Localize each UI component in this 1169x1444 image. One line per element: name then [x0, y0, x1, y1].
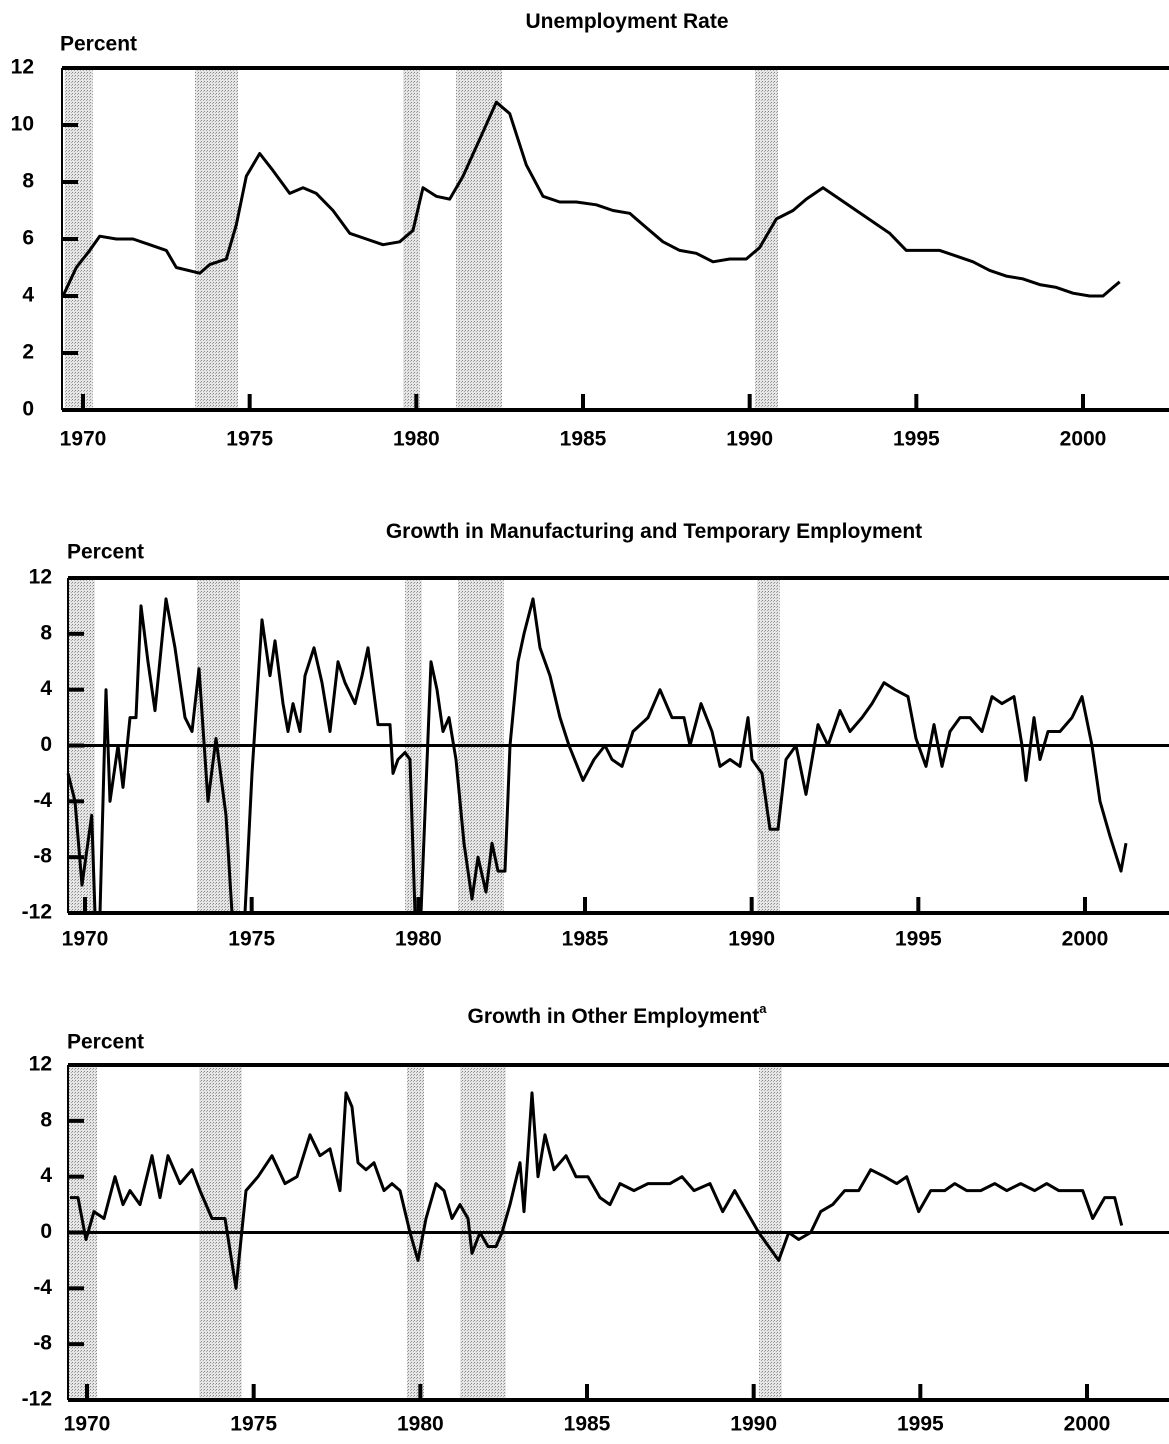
chart: Unemployment Rate Percent 0 2 4 6 8 10 12 1970 197… — [11, 10, 1169, 451]
chart-title-text: Unemployment Rate — [525, 10, 728, 33]
y-tick-label: 4 — [40, 1164, 52, 1187]
y-tick-label: -8 — [33, 845, 52, 868]
y-tick-label: 12 — [29, 1053, 52, 1076]
x-tick-label: 2000 — [1064, 1413, 1111, 1436]
y-tick-label: 0 — [40, 1220, 52, 1243]
y-tick-label: -4 — [33, 1276, 52, 1299]
x-tick-label: 1985 — [562, 928, 609, 951]
y-tick-label: 8 — [40, 1108, 52, 1131]
chart-title: Growth in Other Employmenta — [468, 1001, 768, 1027]
x-tick-label: 2000 — [1062, 928, 1109, 951]
y-tick-label: 12 — [11, 56, 34, 79]
y-tick-label: 6 — [22, 227, 34, 250]
x-tick-label: 1980 — [395, 928, 442, 951]
x-tick-label: 1995 — [895, 928, 942, 951]
y-tick-label: 8 — [22, 170, 34, 193]
y-tick-label: 8 — [40, 621, 52, 644]
y-tick-label: -12 — [22, 901, 52, 924]
y-tick-label: -12 — [22, 1388, 52, 1411]
x-tick-label: 1990 — [730, 1413, 777, 1436]
x-tick-label: 1980 — [397, 1413, 444, 1436]
recession-band — [456, 68, 502, 410]
chart-title-text: Growth in Other Employment — [468, 1005, 760, 1028]
x-tick-label: 1995 — [897, 1413, 944, 1436]
x-tick-label: 1990 — [726, 428, 773, 451]
footnote-marker: a — [759, 1001, 767, 1016]
data-line — [70, 1091, 1124, 1290]
x-tick-label: 1975 — [230, 1413, 277, 1436]
y-axis-label: Percent — [67, 1031, 144, 1054]
chart-title: Growth in Manufacturing and Temporary Em… — [386, 520, 922, 543]
x-tick-label: 1970 — [64, 1413, 111, 1436]
y-tick-label: -8 — [33, 1332, 52, 1355]
data-line — [66, 597, 1128, 915]
x-tick-label: 2000 — [1060, 428, 1107, 451]
chart-title-text: Growth in Manufacturing and Temporary Em… — [386, 520, 922, 543]
y-tick-label: -4 — [33, 789, 52, 812]
y-axis-label: Percent — [60, 33, 137, 56]
data-line — [61, 100, 1121, 298]
y-tick-label: 4 — [40, 677, 52, 700]
y-tick-label: 2 — [22, 341, 34, 364]
y-tick-label: 12 — [29, 566, 52, 589]
x-tick-label: 1970 — [60, 428, 107, 451]
recession-band — [403, 68, 420, 410]
x-tick-label: 1995 — [893, 428, 940, 451]
chart-title: Unemployment Rate — [525, 10, 728, 33]
y-axis-label: Percent — [67, 541, 144, 564]
x-tick-label: 1970 — [62, 928, 109, 951]
recession-band — [755, 68, 778, 410]
x-tick-label: 1980 — [393, 428, 440, 451]
y-tick-label: 0 — [40, 733, 52, 756]
x-tick-label: 1985 — [564, 1413, 611, 1436]
x-tick-label: 1990 — [728, 928, 775, 951]
chart: Growth in Manufacturing and Temporary Em… — [22, 520, 1169, 951]
y-tick-label: 0 — [22, 398, 34, 421]
y-tick-label: 4 — [22, 284, 34, 307]
y-tick-label: 10 — [11, 113, 34, 136]
x-tick-label: 1975 — [226, 428, 273, 451]
x-tick-label: 1985 — [560, 428, 607, 451]
chart: Growth in Other Employmenta Percent -12 -8 -… — [22, 1001, 1169, 1436]
x-tick-label: 1975 — [228, 928, 275, 951]
